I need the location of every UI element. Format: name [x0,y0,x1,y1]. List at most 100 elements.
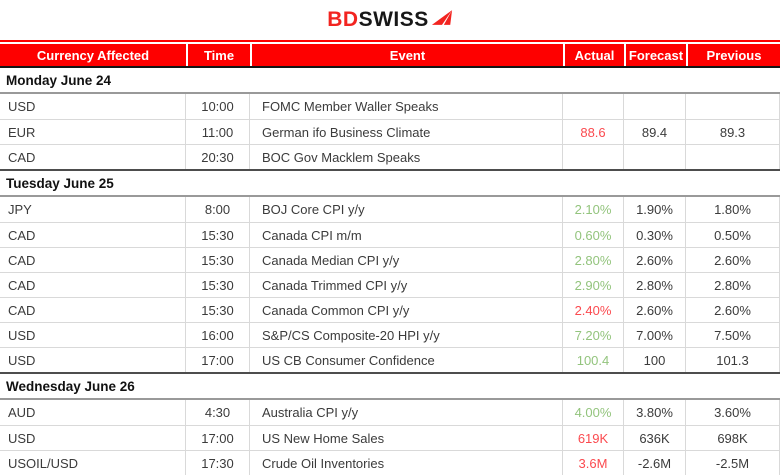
actual-cell: 2.40% [563,297,624,322]
event-cell: Australia CPI y/y [250,400,563,425]
time-cell: 15:30 [186,222,250,247]
currency-cell: AUD [0,400,186,425]
col-header-currency: Currency Affected [36,47,150,63]
currency-cell: CAD [0,247,186,272]
previous-cell: 3.60% [686,400,780,425]
event-cell: Canada Median CPI y/y [250,247,563,272]
logo-arrow-icon [431,8,453,32]
table-row: CAD 15:30 Canada CPI m/m 0.60% 0.30% 0.5… [0,222,780,247]
col-header-actual: Actual [563,44,624,66]
table-row: USD 10:00 FOMC Member Waller Speaks [0,94,780,119]
time-cell: 16:00 [186,322,250,347]
time-cell: 15:30 [186,272,250,297]
previous-cell [686,94,780,119]
table-row: EUR 11:00 German ifo Business Climate 88… [0,119,780,144]
currency-cell: CAD [0,144,186,169]
time-cell: 17:00 [186,425,250,450]
currency-cell: CAD [0,222,186,247]
actual-cell: 100.4 [563,347,624,372]
currency-cell: USD [0,322,186,347]
actual-cell: 88.6 [563,119,624,144]
event-cell: US New Home Sales [250,425,563,450]
event-cell: Canada Trimmed CPI y/y [250,272,563,297]
table-row: CAD 15:30 Canada Trimmed CPI y/y 2.90% 2… [0,272,780,297]
section-tuesday: Tuesday June 25 JPY 8:00 BOJ Core CPI y/… [0,169,780,372]
previous-cell: 0.50% [686,222,780,247]
event-cell: Crude Oil Inventories [250,450,563,475]
forecast-cell [624,144,686,169]
section-wednesday: Wednesday June 26 AUD 4:30 Australia CPI… [0,372,780,475]
forecast-cell: 2.60% [624,247,686,272]
col-header-previous: Previous [686,44,780,66]
table-row: JPY 8:00 BOJ Core CPI y/y 2.10% 1.90% 1.… [0,197,780,222]
event-cell: German ifo Business Climate [250,119,563,144]
table-row: USOIL/USD 17:30 Crude Oil Inventories 3.… [0,450,780,475]
currency-cell: USD [0,425,186,450]
event-cell: FOMC Member Waller Speaks [250,94,563,119]
event-cell: S&P/CS Composite-20 HPI y/y [250,322,563,347]
event-cell: US CB Consumer Confidence [250,347,563,372]
header-top-rule [0,40,780,42]
time-cell: 17:00 [186,347,250,372]
table-row: USD 17:00 US New Home Sales 619K 636K 69… [0,425,780,450]
logo-text-swiss: SWISS [358,8,429,31]
logo-bar: BD SWISS [0,0,780,40]
forecast-cell: 7.00% [624,322,686,347]
table-row: USD 16:00 S&P/CS Composite-20 HPI y/y 7.… [0,322,780,347]
forecast-cell: 1.90% [624,197,686,222]
previous-cell: 89.3 [686,119,780,144]
forecast-cell [624,94,686,119]
currency-cell: USD [0,94,186,119]
col-header-event: Event [250,44,563,66]
event-cell: BOC Gov Macklem Speaks [250,144,563,169]
time-cell: 11:00 [186,119,250,144]
previous-cell: 2.60% [686,297,780,322]
currency-cell: CAD [0,272,186,297]
table-row: CAD 20:30 BOC Gov Macklem Speaks [0,144,780,169]
logo-text-bd: BD [327,8,359,31]
forecast-cell: 3.80% [624,400,686,425]
time-cell: 15:30 [186,247,250,272]
actual-cell: 2.80% [563,247,624,272]
actual-cell: 3.6M [563,450,624,475]
previous-cell: 7.50% [686,322,780,347]
section-title: Monday June 24 [0,68,780,94]
previous-cell: 101.3 [686,347,780,372]
previous-cell: 1.80% [686,197,780,222]
forecast-cell: 636K [624,425,686,450]
header-gap [0,42,780,44]
actual-cell: 2.90% [563,272,624,297]
section-monday: Monday June 24 USD 10:00 FOMC Member Wal… [0,68,780,169]
table-row: CAD 15:30 Canada Common CPI y/y 2.40% 2.… [0,297,780,322]
actual-cell: 4.00% [563,400,624,425]
forecast-cell: 0.30% [624,222,686,247]
currency-cell: USD [0,347,186,372]
section-title: Tuesday June 25 [0,169,780,197]
forecast-cell: 2.80% [624,272,686,297]
previous-cell: 2.80% [686,272,780,297]
section-title: Wednesday June 26 [0,372,780,400]
forecast-cell: 2.60% [624,297,686,322]
col-header-forecast: Forecast [624,44,686,66]
previous-cell: 2.60% [686,247,780,272]
actual-cell: 619K [563,425,624,450]
currency-cell: CAD [0,297,186,322]
actual-cell [563,94,624,119]
bdswiss-logo: BD SWISS [327,8,453,32]
event-cell: BOJ Core CPI y/y [250,197,563,222]
actual-cell: 2.10% [563,197,624,222]
time-cell: 17:30 [186,450,250,475]
previous-cell [686,144,780,169]
time-cell: 20:30 [186,144,250,169]
table-row: CAD 15:30 Canada Median CPI y/y 2.80% 2.… [0,247,780,272]
time-cell: 15:30 [186,297,250,322]
currency-cell: EUR [0,119,186,144]
calendar-header-row: Currency Affected Time Event Actual Fore… [0,44,780,68]
forecast-cell: -2.6M [624,450,686,475]
currency-cell: JPY [0,197,186,222]
previous-cell: -2.5M [686,450,780,475]
time-cell: 10:00 [186,94,250,119]
time-cell: 8:00 [186,197,250,222]
actual-cell [563,144,624,169]
col-header-time: Time [186,44,250,66]
